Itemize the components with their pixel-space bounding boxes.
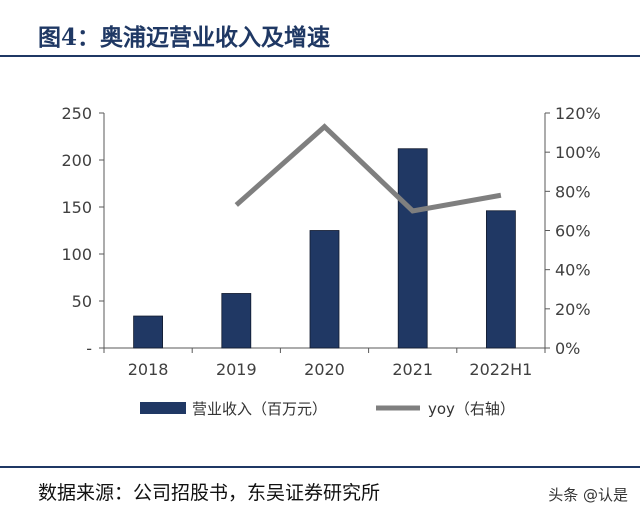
title-divider (0, 55, 640, 57)
right-axis-tick-label: 20% (555, 300, 591, 319)
right-axis-tick-label: 120% (555, 104, 601, 123)
x-axis-tick-label: 2021 (392, 360, 433, 379)
source-divider (0, 466, 640, 468)
right-axis-tick-label: 0% (555, 339, 580, 358)
legend-label-revenue: 营业收入（百万元） (192, 400, 327, 418)
legend-swatch-revenue (140, 402, 186, 414)
left-axis-tick-label: - (86, 339, 92, 358)
revenue-bar (397, 148, 428, 349)
x-axis-tick-label: 2019 (216, 360, 257, 379)
figure-title: 图4：奥浦迈营业收入及增速 (38, 24, 331, 51)
x-axis-tick-label: 2018 (128, 360, 169, 379)
right-axis-tick-label: 60% (555, 222, 591, 241)
right-axis-tick-label: 100% (555, 143, 601, 162)
revenue-bar (309, 230, 340, 349)
watermark: 头条 @认是 (548, 486, 628, 504)
left-axis-tick-label: 100 (61, 245, 92, 264)
x-axis-tick-label: 2020 (304, 360, 345, 379)
source-note: 数据来源：公司招股书，东吴证券研究所 (38, 482, 381, 504)
right-axis-tick-label: 80% (555, 182, 591, 201)
left-axis-tick-label: 150 (61, 198, 92, 217)
revenue-bar (485, 210, 516, 349)
left-axis-tick-label: 200 (61, 151, 92, 170)
revenue-bar (221, 293, 252, 349)
right-axis-tick-label: 40% (555, 261, 591, 280)
left-axis-tick-label: 250 (61, 104, 92, 123)
revenue-bar (133, 315, 164, 349)
left-axis-tick-label: 50 (72, 292, 92, 311)
x-axis-tick-label: 2022H1 (469, 360, 532, 379)
yoy-line (234, 123, 502, 214)
legend-label-yoy: yoy（右轴） (428, 400, 515, 418)
